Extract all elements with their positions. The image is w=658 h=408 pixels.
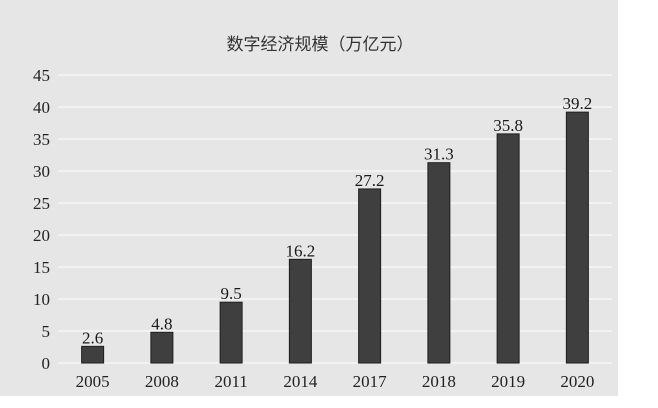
x-tick-label-2005: 2005 <box>76 372 110 391</box>
bar-2020 <box>565 111 589 364</box>
x-tick-label-2011: 2011 <box>214 372 247 391</box>
x-tick-label-2019: 2019 <box>491 372 525 391</box>
y-tick-label: 15 <box>33 258 50 277</box>
data-label-2008: 4.8 <box>151 314 172 333</box>
x-tick-label-2008: 2008 <box>145 372 179 391</box>
x-tick-label-2014: 2014 <box>283 372 318 391</box>
gridlines <box>58 74 612 364</box>
y-tick-label: 35 <box>33 130 50 149</box>
x-tick-label-2018: 2018 <box>422 372 456 391</box>
bar-2017 <box>358 188 382 364</box>
chart-title: 数字经济规模（万亿元） <box>227 35 414 55</box>
data-labels: 2.6 4.8 9.5 16.2 27.2 31.3 35.8 39.2 <box>82 94 592 347</box>
y-tick-label: 30 <box>33 162 50 181</box>
data-label-2011: 9.5 <box>221 284 242 303</box>
x-tick-label-2020: 2020 <box>560 372 594 391</box>
y-tick-label: 25 <box>33 194 50 213</box>
bar-2005 <box>81 345 105 364</box>
data-label-2018: 31.3 <box>424 145 454 164</box>
data-label-2017: 27.2 <box>355 171 385 190</box>
bar-2019 <box>496 133 520 364</box>
y-tick-label: 40 <box>33 98 50 117</box>
y-tick-label: 45 <box>33 66 50 85</box>
y-tick-label: 10 <box>33 290 50 309</box>
x-tick-label-2017: 2017 <box>353 372 388 391</box>
y-tick-label: 20 <box>33 226 50 245</box>
bars <box>81 111 589 364</box>
bar-2011 <box>219 301 243 364</box>
y-axis-ticks: 0 5 10 15 20 25 30 35 40 45 <box>33 66 50 373</box>
y-tick-label: 5 <box>42 322 51 341</box>
x-axis-ticks: 2005 2008 2011 2014 2017 2018 2019 2020 <box>76 372 595 391</box>
data-label-2020: 39.2 <box>563 94 593 113</box>
data-label-2014: 16.2 <box>286 241 316 260</box>
data-label-2019: 35.8 <box>493 116 523 135</box>
y-tick-label: 0 <box>42 354 51 373</box>
bar-2018 <box>427 162 451 364</box>
bar-2008 <box>150 331 174 364</box>
data-label-2005: 2.6 <box>82 328 103 347</box>
bar-2014 <box>288 258 312 364</box>
